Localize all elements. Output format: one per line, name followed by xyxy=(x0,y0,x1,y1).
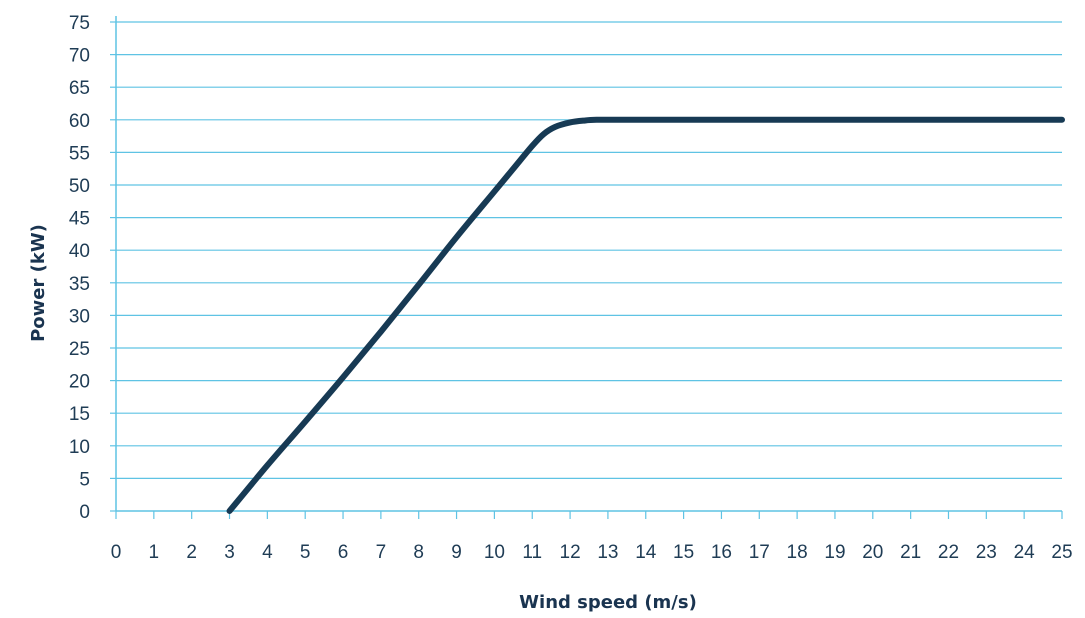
x-tick-label-18: 18 xyxy=(787,542,808,563)
x-tick-label-11: 11 xyxy=(522,542,542,563)
y-tick-label-0: 0 xyxy=(79,502,90,523)
x-tick-label-23: 23 xyxy=(976,542,997,563)
y-tick-label-50: 50 xyxy=(69,176,90,197)
x-axis-title: Wind speed (m/s) xyxy=(519,592,697,613)
x-tick-label-3: 3 xyxy=(224,542,235,563)
y-tick-label-30: 30 xyxy=(69,306,90,327)
grid-lines xyxy=(116,21,1062,479)
x-tick-label-2: 2 xyxy=(186,542,197,563)
x-tick-label-21: 21 xyxy=(900,542,921,563)
x-tick-label-4: 4 xyxy=(262,542,273,563)
y-tick-label-40: 40 xyxy=(69,241,90,262)
x-tick-label-10: 10 xyxy=(484,542,505,563)
series-group xyxy=(226,116,1065,514)
x-tick-label-0: 0 xyxy=(111,542,122,563)
x-tick-label-1: 1 xyxy=(149,542,160,563)
x-tick-label-14: 14 xyxy=(635,542,657,563)
x-tick-label-5: 5 xyxy=(300,542,311,563)
y-tick-label-60: 60 xyxy=(69,111,90,132)
y-tick-label-25: 25 xyxy=(69,339,90,360)
y-tick-label-5: 5 xyxy=(79,469,90,490)
x-tick-label-17: 17 xyxy=(749,542,770,563)
x-tick-label-25: 25 xyxy=(1051,542,1072,563)
x-tick-label-7: 7 xyxy=(376,542,387,563)
x-tick-label-9: 9 xyxy=(451,542,462,563)
y-axis-title: Power (kW) xyxy=(28,224,49,342)
y-tick-label-20: 20 xyxy=(69,372,90,393)
power-curve-line-0 xyxy=(226,116,1065,514)
y-tick-label-70: 70 xyxy=(69,46,90,67)
x-tick-label-8: 8 xyxy=(413,542,424,563)
x-tick-label-12: 12 xyxy=(560,542,581,563)
x-tick-label-19: 19 xyxy=(824,542,845,563)
y-tick-label-35: 35 xyxy=(69,274,90,295)
x-tick-label-15: 15 xyxy=(673,542,694,563)
y-tick-label-55: 55 xyxy=(69,143,90,164)
y-axis-ticks: 0 5 10 15 20 25 30 35 40 45 50 55 60 65 70 75 xyxy=(69,13,116,523)
axes xyxy=(115,16,1062,512)
x-tick-label-22: 22 xyxy=(938,542,959,563)
x-axis-ticks: 0 1 2 3 4 5 6 7 8 9 10 11 12 13 14 15 16 17 18 19 20 21 22 23 24… xyxy=(111,511,1073,563)
x-tick-label-6: 6 xyxy=(338,542,349,563)
x-tick-label-13: 13 xyxy=(597,542,618,563)
y-tick-label-15: 15 xyxy=(69,404,90,425)
y-tick-label-75: 75 xyxy=(69,13,90,34)
x-tick-label-20: 20 xyxy=(862,542,883,563)
y-tick-label-45: 45 xyxy=(69,209,90,230)
y-tick-label-65: 65 xyxy=(69,78,90,99)
x-tick-label-16: 16 xyxy=(711,542,732,563)
x-tick-label-24: 24 xyxy=(1014,542,1036,563)
y-tick-label-10: 10 xyxy=(69,437,90,458)
